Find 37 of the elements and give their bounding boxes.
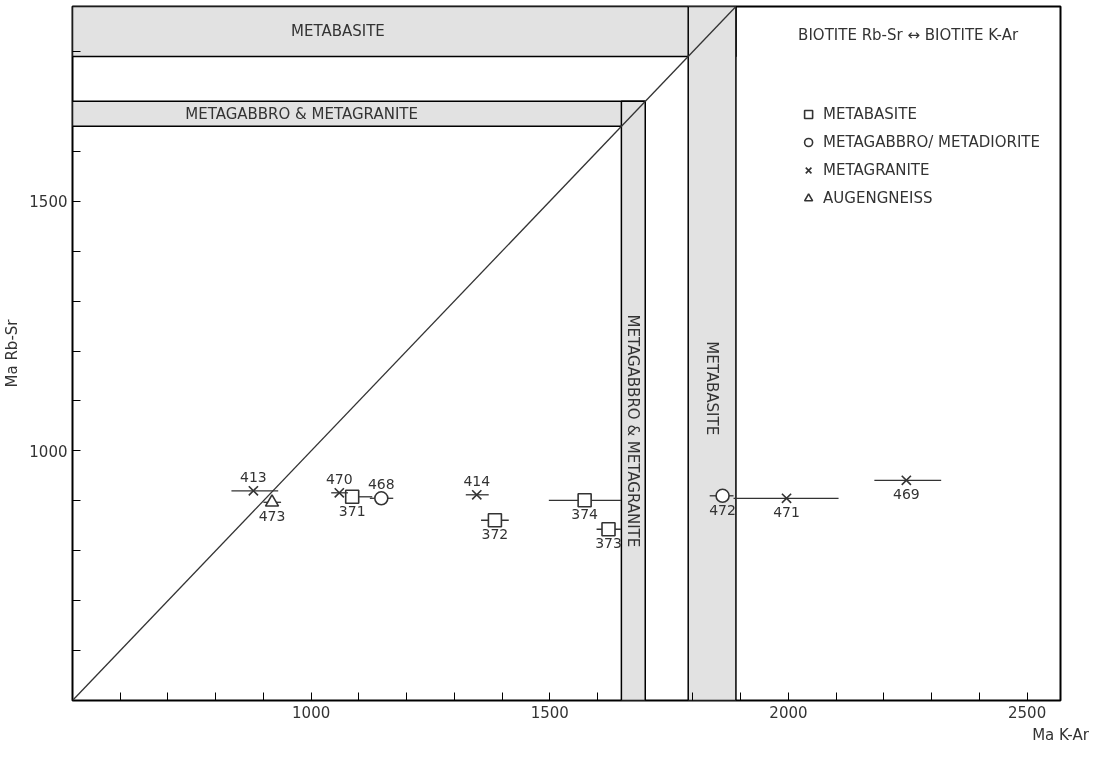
point bbox=[577, 492, 592, 508]
x-tick-label: 2500 bbox=[1008, 703, 1047, 722]
point bbox=[715, 488, 730, 504]
point bbox=[248, 485, 259, 497]
legend-title: BIOTITE Rb-Sr ↔ BIOTITE K-Ar bbox=[798, 26, 1020, 44]
point bbox=[900, 474, 912, 486]
annotation: 471 bbox=[773, 504, 800, 521]
annotation: 374 bbox=[571, 506, 599, 523]
legend-label: AUGENGNEISS bbox=[823, 189, 933, 207]
y-axis-title: Ma Rb-Sr bbox=[3, 318, 22, 388]
annotation: 468 bbox=[367, 476, 395, 493]
x-tick-label: 2000 bbox=[769, 703, 808, 722]
legend-label: METAGABBRO/ METADIORITE bbox=[823, 133, 1040, 151]
annotation: 371 bbox=[338, 502, 366, 519]
band-label: METABASITE bbox=[703, 341, 722, 436]
point bbox=[601, 521, 616, 537]
x-tick-label: 1500 bbox=[530, 703, 569, 722]
annotation: 470 bbox=[325, 470, 353, 487]
x-axis-title: Ma K-Ar bbox=[1032, 725, 1090, 744]
band-label: METABASITE bbox=[290, 22, 385, 41]
point bbox=[374, 491, 389, 506]
point bbox=[344, 489, 360, 505]
annotation: 473 bbox=[258, 508, 286, 525]
annotation: 469 bbox=[892, 486, 920, 503]
band-label: METAGABBRO & METAGRANITE bbox=[624, 314, 643, 548]
band-label: METAGABBRO & METAGRANITE bbox=[185, 104, 418, 123]
legend-label: METABASITE bbox=[823, 105, 917, 123]
point bbox=[487, 512, 503, 528]
annotation: 372 bbox=[481, 526, 509, 543]
annotation: 373 bbox=[595, 535, 622, 552]
annotation: 414 bbox=[463, 472, 491, 489]
legend-label: METAGRANITE bbox=[823, 161, 930, 179]
point bbox=[471, 489, 483, 501]
x-tick-label: 1000 bbox=[292, 703, 331, 722]
annotation: 413 bbox=[240, 468, 267, 485]
annotation: 472 bbox=[709, 501, 736, 518]
point bbox=[781, 492, 792, 504]
